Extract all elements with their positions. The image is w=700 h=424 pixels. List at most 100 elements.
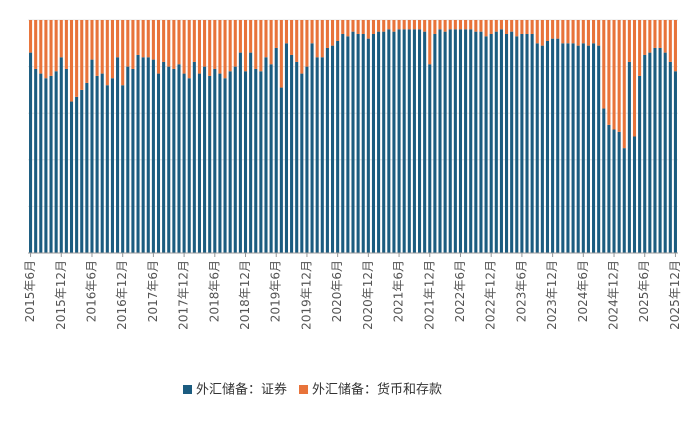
bar-segment [474,20,478,32]
bar-segment [284,43,288,253]
bar-segment [648,20,652,53]
bar-segment [668,61,672,253]
bar-segment [366,38,370,253]
bar-segment [520,20,524,34]
bar-segment [29,20,33,53]
bar-segment [85,82,89,253]
bar-segment [187,20,191,79]
bar-segment [469,29,473,253]
bar-segment [39,73,43,253]
bar-segment [320,57,324,253]
legend-label: 外汇储备：货币和存款 [312,382,442,398]
bar-segment [243,71,248,253]
bar-segment [341,33,345,254]
bar-segment [663,52,667,254]
bar-segment [545,40,550,253]
bar-segment [121,20,125,86]
bar-segment [346,36,350,254]
bar-segment [377,31,381,254]
bar-segment [192,20,196,62]
bar-segment [510,20,514,32]
bar-segment [484,36,488,254]
bar-segment [315,20,319,58]
bar-segment [402,29,406,253]
bar-segment [489,33,493,254]
bar-segment [69,101,74,253]
bar-segment [494,20,498,32]
bar-segment [162,61,166,253]
bar-segment [392,20,396,32]
bar-segment [361,20,365,34]
x-tick-label: 2025年6月 [637,260,651,322]
bar-segment [105,85,109,254]
bar-segment [218,20,222,74]
bar-segment [494,31,498,254]
bar-segment [361,33,365,254]
bar-segment [95,20,99,76]
bar-segment [622,148,626,253]
bar-segment [126,20,130,67]
bar-segment [274,20,278,48]
bar-segment [259,71,263,253]
bar-segment [146,57,150,253]
x-tick-label: 2019年6月 [269,260,283,322]
x-tick-label: 2021年12月 [422,260,436,330]
bar-segment [423,31,427,254]
bar-segment [412,20,416,30]
bar-segment [382,20,386,32]
bar-segment [428,20,432,65]
bar-segment [54,71,58,253]
bar-segment [269,64,273,254]
bar-segment [167,20,171,67]
bar-segment [34,68,38,254]
bar-segment [433,33,437,254]
bar-segment [213,20,217,69]
bar-segment [203,20,207,67]
bar-segment [505,33,509,254]
bar-segment [566,43,570,253]
bar-segment [136,54,140,254]
bar-segment [75,20,79,97]
bar-segment [653,47,657,254]
bar-segment [336,20,340,41]
bar-segment [69,20,74,102]
bar-segment [131,20,135,69]
bar-segment [556,38,560,253]
bar-segment [100,20,104,74]
bar-segment [110,20,114,79]
bar-segment [673,71,677,253]
bar-segment [377,20,381,32]
bar-segment [264,57,268,253]
x-tick-label: 2018年6月 [207,260,221,322]
bar-segment [458,20,463,30]
bar-segment [632,20,637,137]
bar-segment [177,20,181,65]
bar-segment [561,43,565,253]
bar-segment [586,45,590,253]
x-tick-label: 2018年12月 [238,260,252,330]
bar-segment [474,31,478,254]
bar-segment [259,20,263,72]
bar-segment [126,66,130,253]
bar-segment [141,57,145,253]
x-tick-label: 2015年6月 [23,260,37,322]
bar-segment [387,20,391,30]
bar-segment [448,29,452,253]
bar-segment [525,33,529,254]
bar-segment [418,20,422,30]
bar-segment [535,20,539,44]
bar-segment [44,20,48,79]
bar-segment [392,31,396,254]
bar-segment [438,29,442,253]
bar-segment [484,20,488,37]
bar-segment [576,20,580,46]
bar-segment [453,29,457,253]
bar-segment [479,20,483,32]
bar-segment [325,20,329,48]
bar-segment [382,31,386,254]
bar-segment [602,20,606,109]
bar-segment [412,29,416,253]
x-tick-label: 2024年6月 [576,260,590,322]
bar-segment [530,33,534,254]
bar-segment [622,20,626,149]
